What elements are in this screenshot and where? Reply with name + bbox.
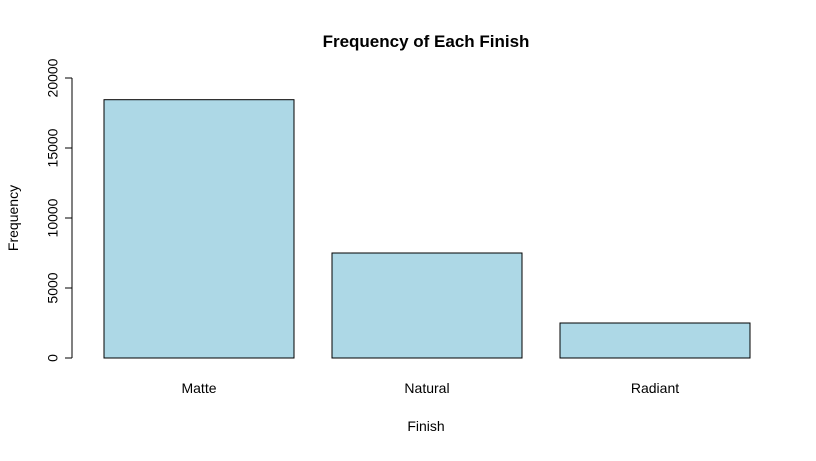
bar-natural	[331, 252, 523, 359]
bar-radiant	[559, 322, 751, 359]
x-tick-label: Matte	[181, 380, 216, 396]
y-ticks: 0 5000 10000 15000 20000	[45, 58, 72, 362]
x-tick-labels: Matte Natural Radiant	[181, 380, 679, 396]
y-tick-label: 5000	[45, 272, 61, 303]
y-tick-label: 0	[45, 354, 61, 362]
y-axis-label: Frequency	[5, 185, 21, 251]
y-tick-label: 10000	[45, 198, 61, 237]
chart-title: Frequency of Each Finish	[323, 32, 530, 51]
x-tick-label: Radiant	[631, 380, 679, 396]
x-tick-label: Natural	[404, 380, 449, 396]
y-tick-label: 20000	[45, 58, 61, 97]
bars	[103, 99, 751, 359]
y-tick-label: 15000	[45, 128, 61, 167]
bar-matte	[103, 99, 295, 359]
x-axis-label: Finish	[407, 418, 444, 434]
